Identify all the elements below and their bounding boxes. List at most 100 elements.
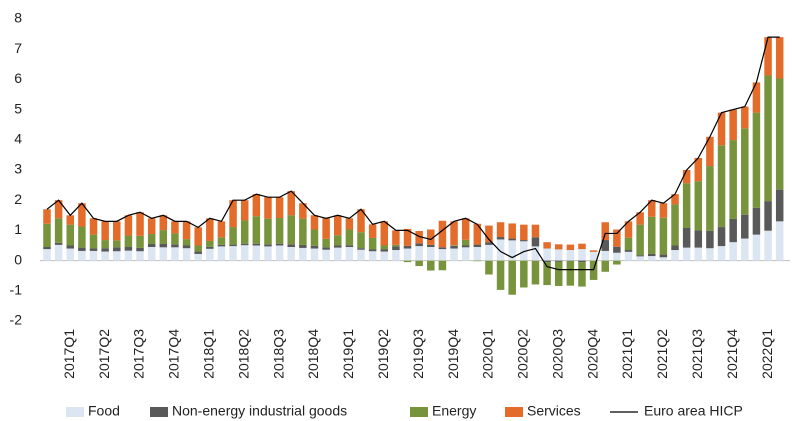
bar-segment [229, 246, 237, 261]
bar-segment [531, 246, 540, 261]
bar-segment [171, 244, 179, 248]
bar-segment [159, 243, 168, 248]
bar-segment [613, 260, 621, 265]
bar-segment [310, 248, 319, 261]
bar-segment [182, 248, 191, 261]
bar-segment [694, 247, 703, 261]
bar-segment [706, 230, 714, 249]
bar-segment [357, 232, 365, 249]
bar-segment [543, 262, 551, 286]
bar-segment [613, 229, 621, 247]
bar-segment [461, 245, 470, 248]
bar-segment [322, 218, 330, 239]
bar-segment [450, 221, 458, 246]
bar-segment [578, 260, 586, 263]
bar-segment [101, 251, 109, 261]
bar-segment [648, 200, 656, 217]
bar-segment [415, 260, 423, 267]
bar-segment [461, 247, 470, 261]
bar-segment [240, 220, 249, 244]
y-tick-label: 0 [14, 251, 22, 267]
legend-label: Energy [432, 403, 476, 419]
bar-segment [275, 197, 284, 219]
bar-segment [124, 250, 133, 261]
bar-segment [334, 215, 342, 236]
bar-segment [438, 247, 447, 250]
bar-segment [287, 191, 295, 216]
bar-segment [252, 194, 261, 217]
bar-segment [554, 261, 563, 286]
bar-segment [496, 239, 505, 261]
bar-segment [252, 243, 261, 246]
bar-segment [764, 75, 772, 202]
bar-segment [182, 245, 191, 249]
bar-segment [159, 215, 168, 231]
y-tick-label: -2 [10, 312, 23, 328]
bar-segment [427, 244, 435, 248]
bar-segment [136, 235, 144, 248]
bar-segment [531, 224, 540, 238]
bar-segment [368, 224, 377, 238]
bar-segment [345, 229, 354, 246]
bar-segment [171, 233, 179, 245]
x-tick-label: 2019Q4 [445, 329, 461, 379]
y-tick-label: 4 [14, 131, 22, 147]
bar-segment [438, 260, 447, 271]
bar-segment [217, 237, 226, 245]
bar-segment [264, 218, 272, 245]
bar-segment [706, 166, 714, 231]
x-tick-label: 2017Q4 [166, 329, 182, 379]
x-tick-label: 2018Q2 [235, 329, 251, 379]
bar-segment [659, 257, 668, 261]
bar-segment [89, 234, 98, 249]
bar-segment [636, 212, 644, 225]
bar-segment [78, 226, 86, 248]
bar-segment [310, 245, 319, 249]
bar-segment [496, 237, 505, 240]
bar-segment [310, 229, 319, 246]
x-tick-label: 2020Q2 [515, 329, 531, 379]
bar-segment [229, 227, 237, 245]
bar-segment [392, 246, 400, 251]
x-tick-label: 2018Q3 [270, 329, 286, 379]
bar-segment [450, 245, 458, 246]
bar-segment [438, 220, 447, 248]
y-tick-label: 5 [14, 100, 22, 116]
bar-segment [601, 250, 609, 261]
bar-segment [741, 128, 749, 215]
bar-segment [43, 209, 51, 224]
bar-segment [136, 251, 144, 261]
x-tick-label: 2022Q1 [759, 329, 775, 379]
bar-segment [438, 249, 447, 261]
bar-segment [357, 209, 365, 233]
bar-segment [403, 228, 412, 246]
bar-segment [217, 244, 226, 247]
bar-segment [403, 248, 412, 261]
bar-segment [613, 246, 621, 253]
bar-segment [415, 231, 423, 244]
bar-segment [717, 246, 726, 261]
y-tick-label: 2 [14, 191, 22, 207]
bar-segment [182, 239, 191, 246]
bar-segment [264, 244, 272, 247]
bar-segment [392, 250, 400, 261]
bar-segment [334, 245, 342, 248]
bar-segment [159, 247, 168, 261]
bar-segment [403, 245, 412, 249]
bar-segment [601, 222, 609, 241]
x-tick-label: 2018Q1 [201, 329, 217, 379]
y-tick-label: 1 [14, 221, 22, 237]
bar-segment [89, 250, 98, 261]
bar-segment [275, 218, 284, 244]
bar-segment [508, 238, 516, 241]
bar-segment [741, 238, 749, 261]
bar-segment [66, 215, 75, 225]
bar-segment [54, 242, 63, 245]
hicp-line [46, 36, 780, 271]
bar-segment [357, 248, 365, 250]
bar-segment [671, 245, 679, 251]
bar-segment [520, 224, 528, 241]
bar-segment [694, 181, 703, 231]
bar-segment [345, 218, 354, 230]
legend-swatch [150, 407, 168, 417]
